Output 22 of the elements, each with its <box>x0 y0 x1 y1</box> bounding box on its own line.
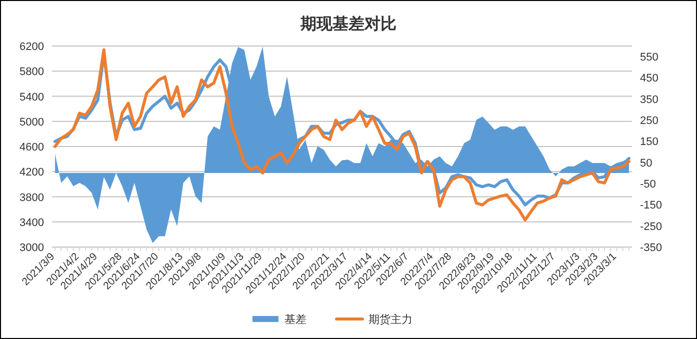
y2-tick-label: 550 <box>640 52 658 64</box>
y2-tick-label: -350 <box>640 242 662 254</box>
y-tick-label: 5800 <box>20 66 44 78</box>
legend-label: 基差 <box>284 313 306 326</box>
y2-tick-label: 250 <box>640 115 658 128</box>
y-tick-label: 4200 <box>20 166 44 179</box>
y-tick-label: 6200 <box>20 41 44 53</box>
y2-tick-label: 150 <box>640 136 658 148</box>
y-tick-label: 3400 <box>20 216 44 229</box>
y-tick-label: 5400 <box>20 91 44 104</box>
y2-tick-label: 350 <box>640 94 658 106</box>
y2-tick-label: -50 <box>640 178 656 191</box>
y2-tick-label: 450 <box>640 72 658 85</box>
y-tick-label: 4600 <box>20 142 44 154</box>
y2-tick-label: 50 <box>640 157 652 170</box>
y2-tick-label: -150 <box>640 200 662 212</box>
y-tick-label: 3000 <box>20 242 44 254</box>
chart-title: 期现基差对比 <box>300 15 396 33</box>
legend-label: 期货主力 <box>368 313 412 326</box>
y-tick-label: 3800 <box>20 192 44 204</box>
y2-tick-label: -250 <box>640 220 662 233</box>
y-tick-label: 5000 <box>20 116 44 128</box>
